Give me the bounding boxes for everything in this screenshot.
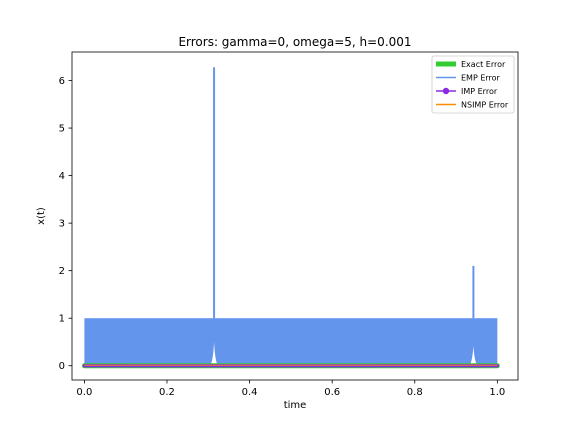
x-tick-label: 0.0 — [76, 387, 92, 398]
y-tick-label: 2 — [59, 266, 65, 277]
series-layer — [81, 67, 500, 369]
legend-item: Exact Error — [436, 60, 506, 69]
y-tick-label: 3 — [59, 219, 65, 230]
x-tick-label: 0.4 — [242, 387, 258, 398]
emp-error-notch — [210, 341, 219, 366]
y-tick-label: 0 — [59, 361, 65, 372]
legend-label: EMP Error — [461, 74, 501, 83]
legend-label: Exact Error — [461, 60, 506, 69]
y-tick-label: 4 — [59, 171, 65, 182]
legend: Exact Error EMP Error IMP Error NSIMP Error — [431, 55, 515, 114]
y-tick-label: 5 — [59, 124, 65, 135]
emp-error-band — [84, 318, 498, 366]
legend-label: IMP Error — [461, 87, 498, 96]
legend-box — [431, 55, 515, 114]
legend-label: NSIMP Error — [461, 101, 509, 110]
x-tick-label: 0.8 — [407, 387, 423, 398]
y-tick-label: 6 — [59, 76, 65, 87]
x-tick-label: 0.2 — [159, 387, 175, 398]
legend-item: EMP Error — [436, 74, 501, 83]
axes-frame — [71, 51, 519, 381]
emp-error-notch — [469, 345, 478, 366]
x-axis-label: time — [284, 400, 307, 411]
series-emp-error — [84, 67, 498, 366]
legend-marker — [442, 87, 450, 95]
x-tick-label: 1.0 — [489, 387, 505, 398]
legend-item: IMP Error — [436, 87, 498, 96]
y-axis-ticks: 0 1 2 3 4 5 6 — [59, 76, 72, 372]
y-tick-label: 1 — [59, 314, 65, 325]
x-tick-label: 0.6 — [324, 387, 340, 398]
y-axis-label: x(t) — [36, 207, 47, 225]
chart-title: Errors: gamma=0, omega=5, h=0.001 — [178, 35, 411, 49]
legend-item: NSIMP Error — [436, 101, 509, 110]
x-axis-ticks: 0.0 0.2 0.4 0.6 0.8 1.0 — [76, 380, 505, 398]
